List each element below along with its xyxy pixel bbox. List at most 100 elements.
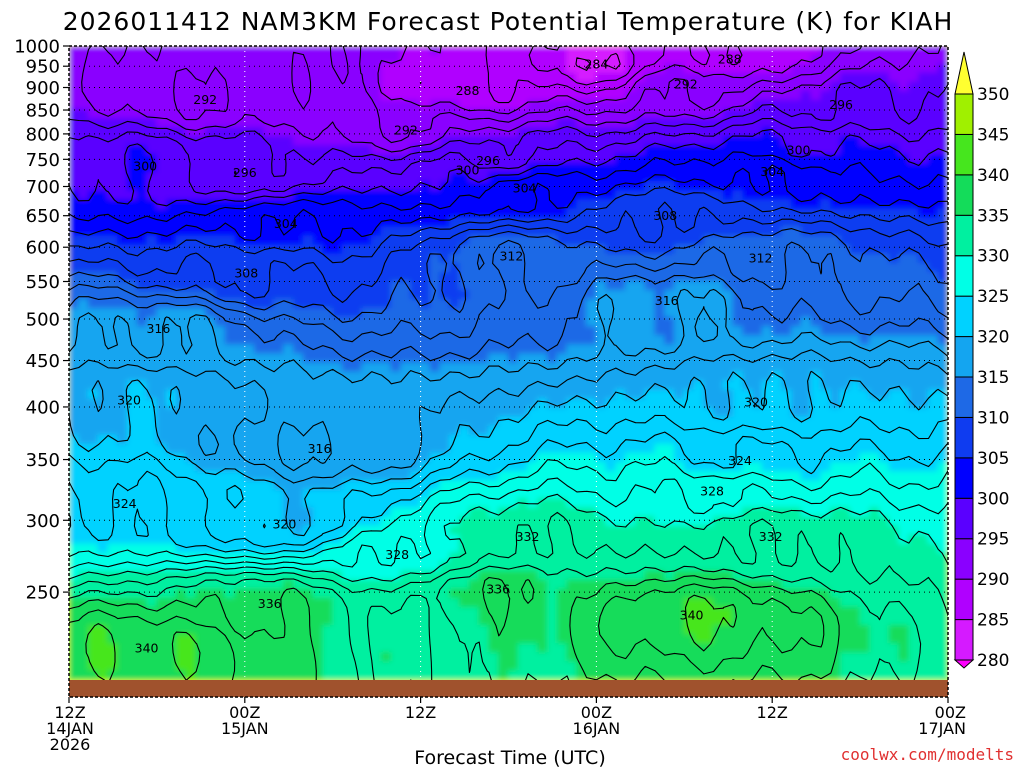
filled-contour-cell: [888, 308, 900, 319]
filled-contour-cell: [664, 507, 676, 518]
filled-contour-cell: [244, 425, 256, 437]
filled-contour-cell: [459, 335, 471, 346]
filled-contour-cell: [859, 99, 871, 110]
filled-contour-cell: [361, 480, 373, 491]
filled-contour-cell: [810, 135, 822, 147]
filled-contour-cell: [879, 90, 890, 101]
filled-contour-cell: [498, 271, 510, 283]
filled-contour-cell: [361, 443, 373, 455]
filled-contour-cell: [146, 199, 158, 210]
filled-contour-cell: [410, 163, 422, 174]
filled-contour-cell: [351, 308, 363, 319]
filled-contour-cell: [507, 172, 519, 183]
filled-contour-cell: [410, 317, 422, 328]
filled-contour-cell: [507, 190, 519, 201]
filled-contour-cell: [918, 498, 930, 509]
filled-contour-cell: [410, 208, 422, 219]
filled-contour-cell: [918, 190, 930, 201]
filled-contour-cell: [615, 163, 627, 174]
filled-contour-cell: [273, 135, 285, 147]
filled-contour-cell: [156, 90, 168, 101]
filled-contour-cell: [341, 108, 353, 120]
filled-contour-cell: [87, 54, 99, 65]
filled-contour-cell: [879, 280, 890, 292]
filled-contour-cell: [810, 480, 822, 491]
filled-contour-cell: [615, 398, 627, 409]
filled-contour-cell: [351, 199, 363, 210]
filled-contour-cell: [380, 543, 392, 554]
filled-contour-cell: [908, 145, 920, 156]
filled-contour-cell: [253, 489, 265, 500]
filled-contour-cell: [459, 145, 471, 156]
filled-contour-cell: [283, 344, 295, 355]
filled-contour-cell: [283, 416, 295, 427]
filled-contour-cell: [127, 81, 138, 92]
filled-contour-cell: [341, 398, 353, 409]
filled-contour-cell: [205, 371, 217, 382]
filled-contour-cell: [634, 525, 646, 536]
filled-contour-cell: [498, 54, 510, 65]
filled-contour-cell: [527, 407, 539, 418]
filled-contour-cell: [683, 471, 695, 482]
filled-contour-cell: [507, 199, 519, 210]
filled-contour-cell: [654, 416, 666, 427]
filled-contour-cell: [625, 534, 637, 545]
filled-contour-cell: [107, 145, 119, 156]
filled-contour-cell: [781, 90, 793, 101]
filled-contour-cell: [713, 135, 724, 147]
filled-contour-cell: [117, 126, 129, 138]
filled-contour-cell: [175, 380, 187, 391]
filled-contour-cell: [244, 163, 256, 174]
filled-contour-cell: [332, 389, 344, 400]
filled-contour-cell: [166, 46, 178, 56]
filled-contour-cell: [810, 407, 822, 418]
filled-contour-cell: [820, 135, 832, 147]
filled-contour-cell: [312, 434, 324, 446]
filled-contour-cell: [302, 525, 314, 536]
filled-contour-cell: [87, 208, 99, 219]
filled-contour-cell: [478, 235, 490, 246]
filled-contour-cell: [87, 154, 99, 165]
filled-contour-cell: [634, 434, 646, 446]
filled-contour-cell: [625, 46, 637, 56]
filled-contour-cell: [234, 326, 246, 337]
filled-contour-cell: [742, 226, 754, 237]
filled-contour-cell: [918, 54, 930, 65]
filled-contour-cell: [586, 525, 597, 536]
filled-contour-cell: [185, 253, 197, 264]
filled-contour-cell: [507, 416, 519, 427]
filled-contour-cell: [791, 507, 803, 518]
filled-contour-cell: [322, 126, 334, 138]
filled-contour-cell: [312, 416, 324, 427]
filled-contour-cell: [156, 317, 168, 328]
filled-contour-cell: [371, 317, 383, 328]
filled-contour-cell: [732, 299, 744, 310]
filled-contour-cell: [253, 81, 265, 92]
filled-contour-cell: [615, 353, 627, 364]
filled-contour-cell: [341, 135, 353, 147]
filled-contour-cell: [380, 317, 392, 328]
filled-contour-cell: [859, 280, 871, 292]
filled-contour-cell: [107, 299, 119, 310]
filled-contour-cell: [69, 217, 80, 228]
filled-contour-cell: [605, 135, 617, 147]
filled-contour-cell: [703, 253, 715, 264]
filled-contour-cell: [517, 63, 529, 74]
filled-contour-cell: [117, 280, 129, 292]
filled-contour-cell: [722, 371, 734, 382]
filled-contour-cell: [908, 498, 920, 509]
filled-contour-cell: [175, 425, 187, 437]
filled-contour-cell: [302, 326, 314, 337]
filled-contour-cell: [566, 235, 578, 246]
filled-contour-cell: [654, 253, 666, 264]
filled-contour-cell: [361, 172, 373, 183]
filled-contour-cell: [654, 534, 666, 545]
filled-contour-cell: [97, 407, 109, 418]
filled-contour-cell: [429, 262, 441, 274]
filled-contour-cell: [771, 154, 783, 165]
filled-contour-cell: [78, 389, 90, 400]
filled-contour-cell: [224, 135, 236, 147]
filled-contour-cell: [400, 280, 412, 292]
filled-contour-cell: [527, 335, 539, 346]
filled-contour-cell: [78, 317, 90, 328]
